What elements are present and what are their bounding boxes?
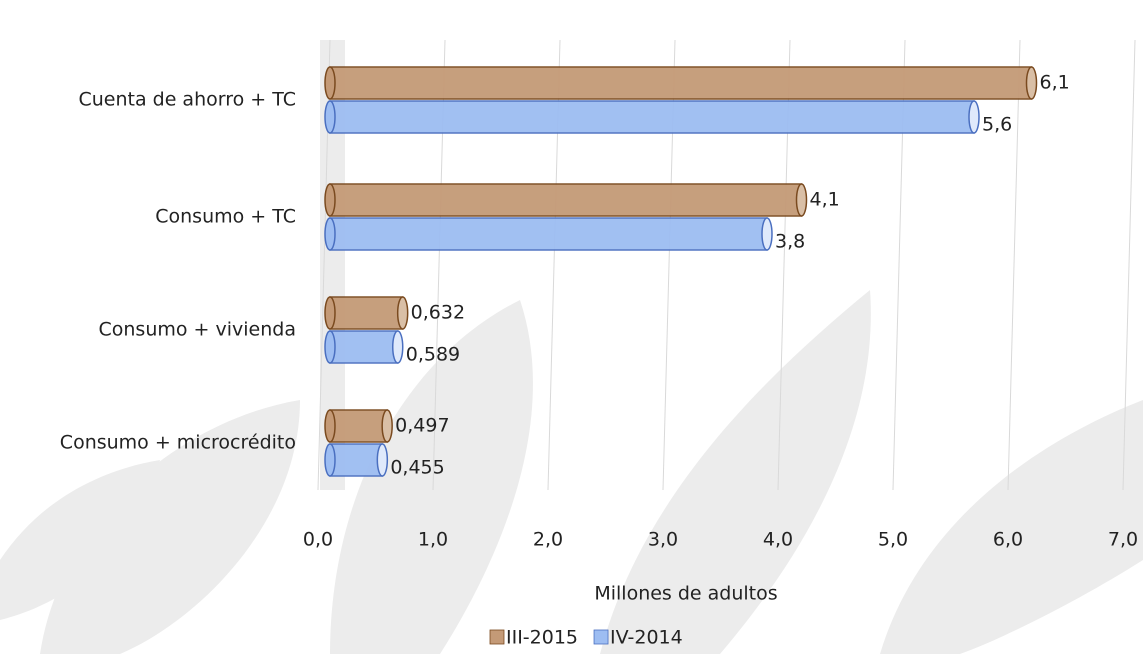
data-label: 0,455 xyxy=(390,457,444,479)
x-tick-label: 7,0 xyxy=(1108,529,1138,551)
bar xyxy=(329,183,803,217)
y-tick-label: Consumo + microcrédito xyxy=(60,432,296,454)
bar-end-cap xyxy=(381,409,393,443)
bar-start-cap xyxy=(324,409,336,443)
data-label: 0,632 xyxy=(411,302,465,324)
x-tick-label: 5,0 xyxy=(878,529,908,551)
x-tick-label: 0,0 xyxy=(303,529,333,551)
data-label: 0,497 xyxy=(395,415,449,437)
bar-start-cap xyxy=(324,66,336,100)
grid-line xyxy=(1122,39,1136,491)
bar-start-cap xyxy=(324,443,336,477)
x-axis-label: Millones de adultos xyxy=(594,583,777,605)
bar-end-cap xyxy=(391,330,404,364)
background-leaves xyxy=(0,40,1143,654)
data-label: 5,6 xyxy=(982,114,1012,136)
bar xyxy=(329,217,768,251)
x-tick-label: 6,0 xyxy=(993,529,1023,551)
bar-start-cap xyxy=(324,183,336,217)
bar-end-cap xyxy=(968,100,980,134)
bar xyxy=(329,66,1033,100)
bar xyxy=(329,100,975,134)
legend-swatch xyxy=(489,629,505,645)
grid-line xyxy=(1007,39,1021,491)
y-tick-label: Consumo + TC xyxy=(155,206,296,228)
bar xyxy=(329,409,388,443)
bar-start-cap xyxy=(324,296,336,330)
x-tick-label: 3,0 xyxy=(648,529,678,551)
bar-end-cap xyxy=(761,217,773,251)
y-tick-label: Cuenta de ahorro + TC xyxy=(78,89,296,111)
bar xyxy=(329,443,384,477)
bar-start-cap xyxy=(324,100,336,134)
data-label: 3,8 xyxy=(775,231,805,253)
bar-end-cap xyxy=(396,296,409,330)
y-tick-label: Consumo + vivienda xyxy=(99,319,297,341)
bar xyxy=(329,296,404,330)
x-tick-label: 1,0 xyxy=(418,529,448,551)
x-tick-label: 4,0 xyxy=(763,529,793,551)
legend-swatch xyxy=(593,629,609,645)
legend-label: IV-2014 xyxy=(610,627,683,649)
x-tick-label: 2,0 xyxy=(533,529,563,551)
legend-label: III-2015 xyxy=(506,627,578,649)
bar-end-cap xyxy=(1025,66,1038,100)
bar xyxy=(329,330,399,364)
bar-end-cap xyxy=(376,443,389,477)
data-label: 4,1 xyxy=(810,189,840,211)
bar-start-cap xyxy=(324,330,336,364)
bar-end-cap xyxy=(795,183,808,217)
bar-start-cap xyxy=(324,217,336,251)
data-label: 6,1 xyxy=(1040,72,1070,94)
data-label: 0,589 xyxy=(406,344,460,366)
